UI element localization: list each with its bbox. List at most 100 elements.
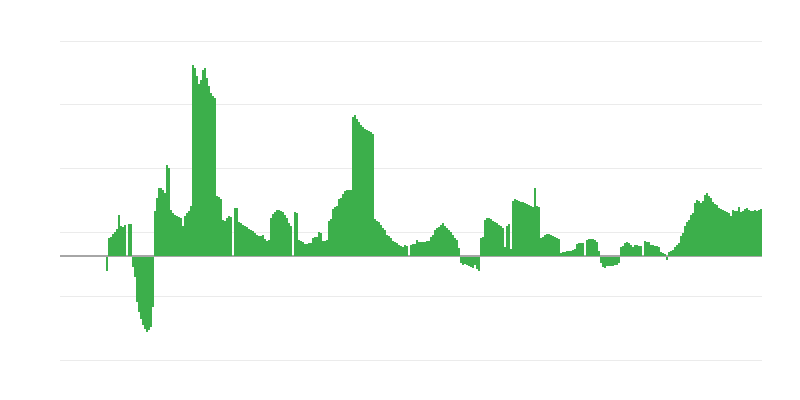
bar: [110, 237, 112, 256]
bar: [650, 245, 652, 256]
bar: [108, 238, 110, 256]
bar: [162, 190, 164, 256]
bar: [758, 210, 760, 256]
bar: [706, 193, 708, 256]
bar: [744, 209, 746, 256]
bar: [732, 210, 734, 256]
bar: [328, 221, 330, 256]
bar: [148, 257, 150, 330]
bar: [200, 80, 202, 256]
bar: [438, 227, 440, 256]
bar: [566, 251, 568, 256]
bar: [492, 221, 494, 256]
bar: [358, 122, 360, 256]
bar: [488, 218, 490, 256]
bar: [466, 257, 468, 265]
bar: [388, 236, 390, 256]
bar: [582, 243, 584, 256]
bar: [564, 252, 566, 256]
bar: [502, 228, 504, 256]
bar: [342, 194, 344, 256]
bar: [234, 208, 236, 256]
bar: [662, 253, 664, 256]
bar: [728, 213, 730, 256]
bar: [192, 65, 194, 256]
bar: [588, 239, 590, 256]
bar: [272, 214, 274, 256]
bar: [324, 241, 326, 256]
bar: [608, 257, 610, 266]
bar: [106, 257, 108, 271]
bar: [700, 203, 702, 256]
bar: [256, 235, 258, 256]
bar: [356, 119, 358, 256]
bar: [578, 243, 580, 256]
bar: [432, 235, 434, 256]
bar: [416, 240, 418, 256]
bar: [592, 239, 594, 256]
bar: [412, 244, 414, 256]
bar: [252, 231, 254, 256]
bar: [468, 257, 470, 266]
bar: [146, 257, 148, 332]
bar: [512, 201, 514, 256]
bar: [208, 86, 210, 256]
bar: [396, 243, 398, 256]
bar: [498, 225, 500, 256]
bar: [330, 219, 332, 256]
bar: [712, 202, 714, 256]
bar: [634, 245, 636, 256]
bar: [612, 257, 614, 266]
bar: [684, 226, 686, 256]
bar: [318, 232, 320, 256]
bar: [276, 210, 278, 256]
bar: [136, 257, 138, 302]
bar: [172, 213, 174, 256]
bar: [176, 216, 178, 256]
bar: [622, 246, 624, 256]
bar: [124, 225, 126, 256]
bar: [720, 209, 722, 256]
bar: [296, 213, 298, 256]
bar: [442, 223, 444, 256]
bar: [242, 225, 244, 256]
bar: [410, 245, 412, 256]
bar: [550, 235, 552, 256]
bar: [658, 247, 660, 256]
bar: [710, 198, 712, 256]
bar: [436, 228, 438, 256]
bar: [374, 219, 376, 256]
bar: [430, 237, 432, 256]
bar: [506, 226, 508, 256]
bar: [462, 257, 464, 265]
bar: [140, 257, 142, 319]
bar: [398, 245, 400, 256]
bar: [716, 205, 718, 256]
bar: [116, 229, 118, 256]
bar: [574, 249, 576, 256]
bar: [264, 239, 266, 256]
bar: [188, 211, 190, 256]
bar: [614, 257, 616, 265]
bar: [542, 237, 544, 256]
gridline: [60, 296, 762, 297]
bar: [282, 212, 284, 256]
bar: [530, 206, 532, 256]
bar: [348, 190, 350, 256]
bar: [748, 210, 750, 256]
bar: [738, 207, 740, 256]
bar: [380, 225, 382, 256]
bar: [382, 228, 384, 256]
bar: [424, 242, 426, 256]
bar: [490, 219, 492, 256]
bar: [560, 253, 562, 256]
bar: [198, 84, 200, 256]
bar: [362, 127, 364, 256]
bar: [640, 246, 642, 256]
bar: [730, 216, 732, 256]
bar: [310, 243, 312, 256]
bar: [386, 235, 388, 256]
bar: [194, 68, 196, 256]
bar: [130, 224, 132, 256]
